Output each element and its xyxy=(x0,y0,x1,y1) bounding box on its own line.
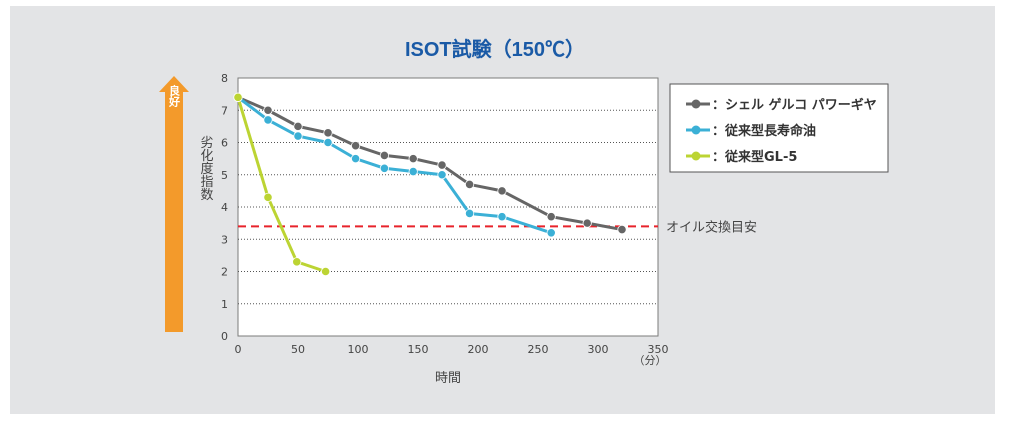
data-point-conventional-long-life xyxy=(323,137,333,148)
legend-swatch-marker xyxy=(691,151,701,161)
oil-change-reference-label: オイル交換目安 xyxy=(666,219,757,235)
data-point-conventional-long-life xyxy=(263,115,273,125)
x-tick-label: 0 xyxy=(235,343,242,356)
data-point-conventional-long-life xyxy=(546,228,556,238)
legend-swatch-marker xyxy=(691,125,701,135)
x-axis-label: 時間 xyxy=(435,371,461,386)
data-point-shell-gelco xyxy=(379,150,389,160)
chart-svg: ISOT試験（150℃） 良好 劣化度指数 0 1 2 3 4 5 6 7 8 0 50 100 15… xyxy=(159,37,889,386)
y-tick-label: 6 xyxy=(221,137,228,150)
data-point-conventional-gl5 xyxy=(292,257,302,267)
data-point-conventional-long-life xyxy=(293,131,303,141)
data-point-shell-gelco xyxy=(617,224,627,235)
chart-panel: ISOT試験（150℃） 良好 劣化度指数 0 1 2 3 4 5 6 7 8 0 50 100 15… xyxy=(10,6,995,414)
x-tick-label: 100 xyxy=(348,343,369,356)
grid xyxy=(238,109,658,305)
y-tick-label: 1 xyxy=(221,298,228,311)
data-point-conventional-gl5 xyxy=(233,92,243,102)
y-tick-label: 8 xyxy=(221,72,228,85)
data-point-conventional-gl5 xyxy=(263,192,273,202)
y-tick-label: 7 xyxy=(221,104,228,117)
data-point-conventional-long-life xyxy=(437,170,447,180)
better-direction-arrow: 良好 xyxy=(159,76,189,332)
legend-label-conventional-long-life: ：従来型長寿命油 xyxy=(712,123,816,139)
y-tick-label: 2 xyxy=(221,266,228,279)
x-tick-label: 50 xyxy=(291,343,305,356)
data-point-shell-gelco xyxy=(350,141,361,151)
x-tick-label: 300 xyxy=(588,343,609,356)
x-tick-label: 150 xyxy=(408,343,429,356)
data-point-shell-gelco xyxy=(546,212,556,222)
y-axis-label: 劣化度指数 xyxy=(198,136,214,201)
x-tick-label: 200 xyxy=(468,343,489,356)
arrow-head xyxy=(159,76,189,92)
x-tick-labels: 0 50 100 150 200 250 300 350 xyxy=(235,343,669,356)
data-point-conventional-long-life xyxy=(379,163,389,173)
data-point-shell-gelco xyxy=(293,121,303,131)
x-tick-label: 250 xyxy=(528,343,549,356)
legend: ：シェル ゲルコ パワーギヤ ：従来型長寿命油 ：従来型GL-5 xyxy=(686,97,877,165)
data-point-conventional-gl5 xyxy=(320,266,331,277)
data-point-shell-gelco xyxy=(497,186,507,196)
x-unit-label: （分） xyxy=(634,354,667,367)
y-tick-label: 3 xyxy=(221,233,228,246)
chart-title: ISOT試験（150℃） xyxy=(405,37,585,61)
y-tick-label: 0 xyxy=(221,330,228,343)
legend-swatch-marker xyxy=(691,99,701,109)
legend-label-shell-gelco: ：シェル ゲルコ パワーギヤ xyxy=(712,97,877,113)
data-point-shell-gelco xyxy=(464,179,475,190)
x-tick-label: 350 xyxy=(648,343,669,356)
data-point-shell-gelco xyxy=(323,128,333,138)
series-points xyxy=(233,92,627,277)
data-point-shell-gelco xyxy=(263,105,273,115)
data-point-shell-gelco xyxy=(582,218,592,228)
data-point-shell-gelco xyxy=(408,154,418,164)
series-line-conventional-gl5 xyxy=(238,96,327,273)
data-point-conventional-long-life xyxy=(350,154,361,164)
legend-label-conventional-gl5: ：従来型GL-5 xyxy=(712,149,797,165)
data-point-conventional-long-life xyxy=(464,208,475,219)
y-tick-labels: 0 1 2 3 4 5 6 7 8 xyxy=(221,72,228,343)
y-tick-label: 4 xyxy=(221,201,228,214)
better-label: 良好 xyxy=(168,84,182,108)
data-point-shell-gelco xyxy=(437,160,447,170)
data-point-conventional-long-life xyxy=(408,166,418,177)
data-point-conventional-long-life xyxy=(497,212,507,222)
y-tick-label: 5 xyxy=(221,169,228,182)
arrow-shaft xyxy=(165,92,183,332)
